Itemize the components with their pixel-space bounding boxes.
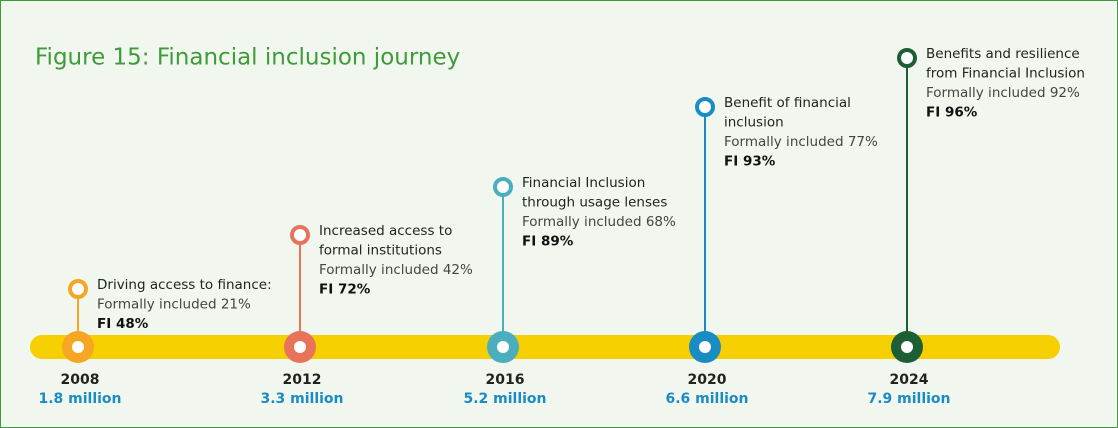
population: 3.3 million (260, 391, 343, 407)
fi-value: FI 89% (522, 234, 574, 250)
milestone-heading: Benefit of financial (724, 95, 851, 111)
year: 2024 (890, 372, 929, 388)
milestone-heading: formal institutions (319, 243, 442, 259)
year: 2008 (61, 372, 100, 388)
milestone-heading: Financial Inclusion (522, 175, 645, 191)
formal-inclusion: Formally included 42% (319, 262, 473, 278)
formal-inclusion: Formally included 21% (97, 297, 251, 313)
milestone-heading: Increased access to (319, 223, 452, 239)
population: 5.2 million (463, 391, 546, 407)
population: 7.9 million (867, 391, 950, 407)
milestone-dot-inner (72, 341, 84, 353)
fi-value: FI 48% (97, 316, 149, 332)
milestone-top (897, 48, 917, 68)
fi-value: FI 72% (319, 282, 371, 298)
population: 1.8 million (38, 391, 121, 407)
fi-value: FI 93% (724, 154, 776, 170)
year: 2016 (486, 372, 525, 388)
milestone-heading: inclusion (724, 115, 784, 131)
milestone-top (68, 279, 88, 299)
population: 6.6 million (665, 391, 748, 407)
formal-inclusion: Formally included 92% (926, 85, 1080, 101)
milestone-top (290, 225, 310, 245)
milestone-heading: from Financial Inclusion (926, 66, 1085, 82)
year: 2012 (283, 372, 322, 388)
milestone-top (493, 177, 513, 197)
formal-inclusion: Formally included 77% (724, 134, 878, 150)
fi-value: FI 96% (926, 105, 978, 121)
year: 2020 (688, 372, 727, 388)
milestone-dot-inner (901, 341, 913, 353)
milestone-dot-inner (497, 341, 509, 353)
milestone-dot-inner (294, 341, 306, 353)
milestone-heading: Benefits and resilience (926, 46, 1080, 62)
milestone-dot-inner (699, 341, 711, 353)
milestone-top (695, 97, 715, 117)
milestone-heading: Driving access to finance: (97, 277, 272, 293)
title: Figure 15: Financial inclusion journey (35, 45, 460, 71)
milestone-heading: through usage lenses (522, 195, 667, 211)
formal-inclusion: Formally included 68% (522, 214, 676, 230)
